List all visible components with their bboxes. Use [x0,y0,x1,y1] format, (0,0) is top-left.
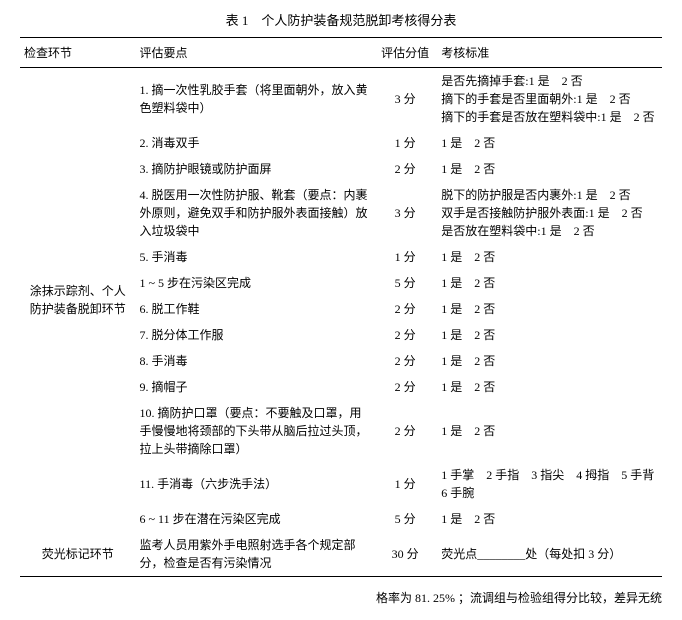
table-title: 表 1 个人防护装备规范脱卸考核得分表 [20,10,662,29]
cell-key-point: 9. 摘帽子 [136,374,374,400]
cell-key-point: 11. 手消毒（六步洗手法） [136,462,374,506]
header-col1: 检查环节 [20,38,136,68]
cell-score: 2 分 [373,348,437,374]
cell-standard: 是否先摘掉手套:1 是 2 否 摘下的手套是否里面朝外:1 是 2 否 摘下的手… [437,68,662,131]
cell-key-point: 2. 消毒双手 [136,130,374,156]
cell-score: 3 分 [373,182,437,244]
cell-standard: 1 手掌 2 手指 3 指尖 4 拇指 5 手背 6 手腕 [437,462,662,506]
cell-score: 2 分 [373,374,437,400]
cell-standard: 1 是 2 否 [437,374,662,400]
footer-text: 格率为 81. 25% ；流调组与检验组得分比较，差异无统 [20,589,662,606]
cell-key-point: 4. 脱医用一次性防护服、靴套（要点：内裹外原则，避免双手和防护服外表面接触）放… [136,182,374,244]
cell-standard: 1 是 2 否 [437,400,662,462]
header-col2: 评估要点 [136,38,374,68]
cell-standard: 1 是 2 否 [437,296,662,322]
cell-score: 2 分 [373,296,437,322]
cell-key-point: 10. 摘防护口罩（要点：不要触及口罩，用手慢慢地将颈部的下头带从脑后拉过头顶，… [136,400,374,462]
table-header-row: 检查环节 评估要点 评估分值 考核标准 [20,38,662,68]
cell-score: 2 分 [373,400,437,462]
cell-score: 2 分 [373,156,437,182]
cell-score: 5 分 [373,506,437,532]
cell-score: 1 分 [373,130,437,156]
cell-score: 1 分 [373,462,437,506]
cell-key-point: 3. 摘防护眼镜或防护面屏 [136,156,374,182]
cell-key-point: 1 ~ 5 步在污染区完成 [136,270,374,296]
cell-standard: 1 是 2 否 [437,270,662,296]
cell-score: 2 分 [373,322,437,348]
cell-key-point: 7. 脱分体工作服 [136,322,374,348]
cell-standard: 1 是 2 否 [437,156,662,182]
cell-standard: 1 是 2 否 [437,130,662,156]
cell-key-point: 1. 摘一次性乳胶手套（将里面朝外，放入黄色塑料袋中） [136,68,374,131]
table-row: 涂抹示踪剂、个人防护装备脱卸环节1. 摘一次性乳胶手套（将里面朝外，放入黄色塑料… [20,68,662,131]
cell-score: 3 分 [373,68,437,131]
header-col4: 考核标准 [437,38,662,68]
cell-key-point: 6. 脱工作鞋 [136,296,374,322]
cell-standard: 脱下的防护服是否内裹外:1 是 2 否 双手是否接触防护服外表面:1 是 2 否… [437,182,662,244]
section1-label: 涂抹示踪剂、个人防护装备脱卸环节 [20,68,136,533]
cell-key-point: 8. 手消毒 [136,348,374,374]
cell-standard: 1 是 2 否 [437,322,662,348]
cell-standard: 1 是 2 否 [437,244,662,270]
cell-standard: 1 是 2 否 [437,506,662,532]
cell-key-point: 6 ~ 11 步在潜在污染区完成 [136,506,374,532]
cell-score: 5 分 [373,270,437,296]
cell-score: 1 分 [373,244,437,270]
cell-key-point: 5. 手消毒 [136,244,374,270]
score-table: 检查环节 评估要点 评估分值 考核标准 涂抹示踪剂、个人防护装备脱卸环节1. 摘… [20,37,662,577]
cell-standard: 1 是 2 否 [437,348,662,374]
header-col3: 评估分值 [373,38,437,68]
